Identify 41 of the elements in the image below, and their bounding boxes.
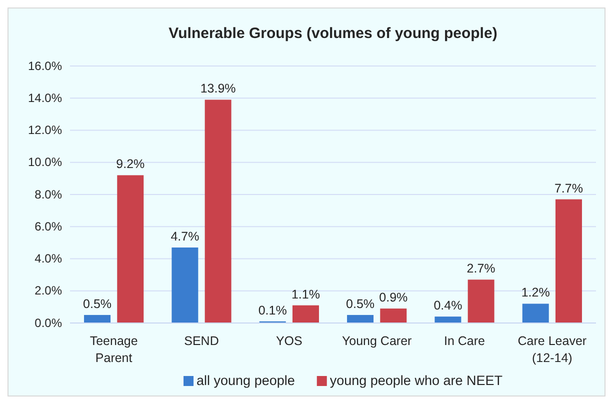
data-label: 7.7% bbox=[554, 181, 583, 196]
x-tick-label: SEND bbox=[184, 334, 219, 348]
data-label: 0.4% bbox=[434, 298, 462, 313]
y-tick-label: 4.0% bbox=[34, 252, 62, 266]
bar bbox=[204, 100, 232, 323]
y-tick-label: 0.0% bbox=[34, 316, 62, 330]
x-tick-label: In Care bbox=[444, 334, 486, 348]
data-label: 9.2% bbox=[116, 157, 145, 172]
data-label: 13.9% bbox=[200, 82, 236, 96]
bar bbox=[380, 308, 407, 323]
bar bbox=[84, 314, 111, 323]
y-tick-label: 12.0% bbox=[28, 123, 62, 138]
x-tick-label: YOS bbox=[276, 334, 302, 348]
bar bbox=[117, 175, 144, 323]
bar bbox=[522, 304, 549, 323]
y-tick-label: 2.0% bbox=[34, 284, 62, 298]
legend-label: all young people bbox=[196, 373, 295, 388]
bar bbox=[555, 199, 582, 323]
bar bbox=[347, 314, 374, 323]
data-label: 0.9% bbox=[379, 290, 408, 305]
y-tick-label: 8.0% bbox=[34, 187, 62, 202]
data-label: 0.5% bbox=[346, 296, 375, 311]
x-tick-label: Young Carer bbox=[342, 334, 412, 348]
data-label: 1.2% bbox=[521, 286, 550, 300]
bar bbox=[172, 248, 198, 323]
data-label: 0.5% bbox=[83, 296, 112, 311]
chart-title: Vulnerable Groups (volumes of young people) bbox=[168, 25, 498, 42]
x-tick-label: Care Leaver (12-14) bbox=[518, 334, 587, 365]
bar bbox=[434, 316, 462, 323]
data-label: 2.7% bbox=[466, 262, 496, 276]
data-label: 1.1% bbox=[291, 287, 320, 302]
y-tick-label: 10.0% bbox=[28, 155, 62, 170]
x-tick-label: Teenage Parent bbox=[90, 334, 138, 365]
bar bbox=[468, 280, 494, 323]
data-label: 4.7% bbox=[170, 230, 200, 244]
y-tick-label: 14.0% bbox=[28, 90, 62, 105]
legend-label: young people who are NEET bbox=[330, 373, 502, 388]
y-tick-label: 16.0% bbox=[28, 58, 62, 73]
y-tick-label: 6.0% bbox=[34, 219, 62, 234]
data-label: 0.1% bbox=[258, 303, 287, 318]
bar bbox=[292, 305, 319, 323]
